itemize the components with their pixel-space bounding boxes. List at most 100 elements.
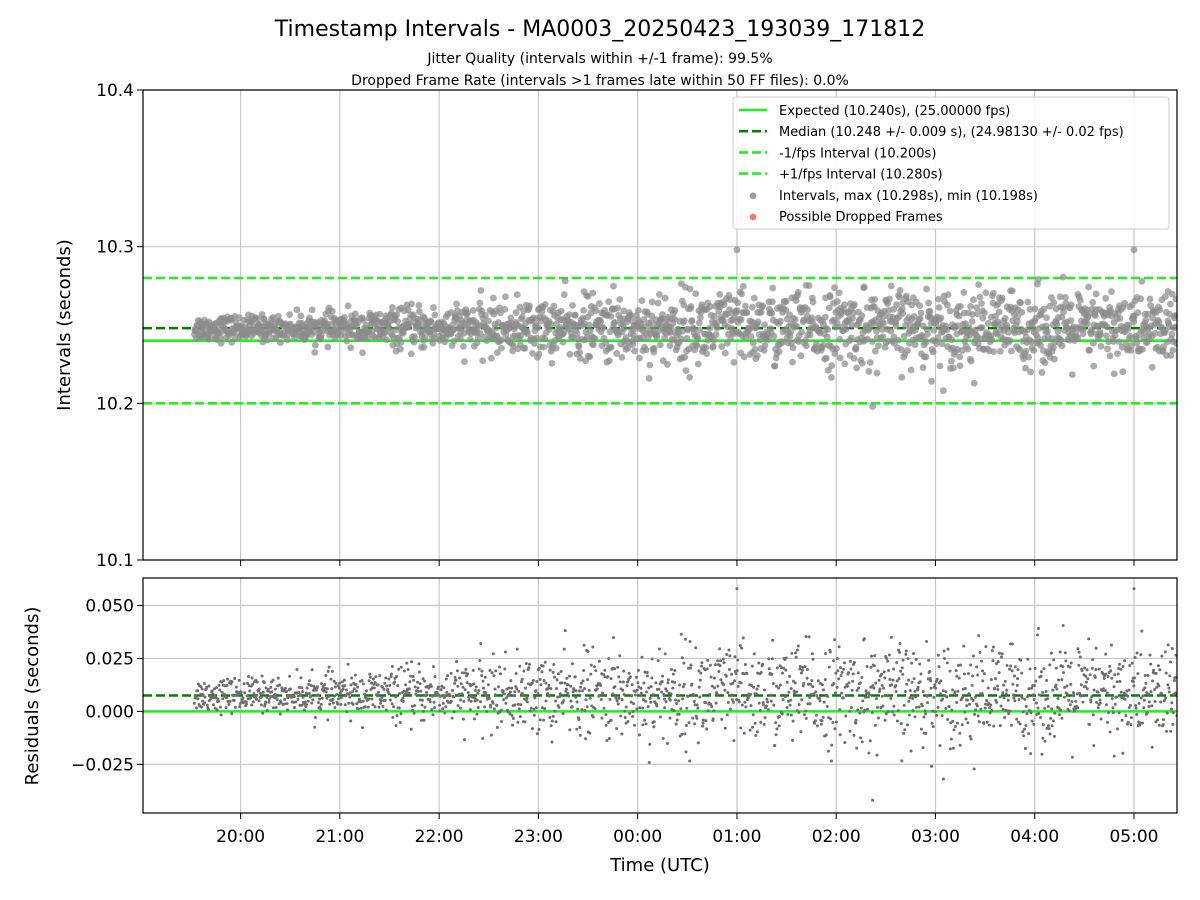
residual-point — [549, 724, 553, 728]
interval-point — [742, 333, 750, 341]
interval-point — [702, 344, 710, 351]
residual-point — [503, 667, 507, 671]
interval-point — [1025, 353, 1033, 361]
residual-point — [668, 698, 672, 702]
residual-point — [299, 693, 303, 697]
residual-point — [840, 691, 844, 695]
residual-point — [887, 668, 891, 672]
residual-point — [1053, 711, 1057, 715]
residual-point — [762, 722, 766, 726]
residual-point — [798, 667, 802, 671]
residual-point — [633, 693, 637, 697]
interval-point — [692, 290, 700, 298]
residual-point — [775, 666, 779, 670]
interval-point — [1168, 290, 1176, 298]
residual-point — [1126, 694, 1130, 698]
residuals-panel: −0.0250.0000.0250.050 20:00 21:00 22:00 23:… — [22, 577, 1178, 876]
residual-point — [730, 698, 734, 702]
interval-point — [946, 307, 954, 315]
residual-point — [1078, 655, 1082, 659]
interval-point — [754, 318, 762, 326]
residual-point — [723, 726, 727, 730]
residual-point — [1047, 727, 1051, 731]
residual-point — [1115, 695, 1119, 699]
interval-point — [602, 339, 610, 347]
interval-point — [873, 327, 880, 335]
residual-point — [467, 698, 471, 702]
interval-point — [410, 338, 418, 346]
residual-point — [1027, 708, 1031, 712]
interval-point — [1108, 288, 1115, 296]
interval-point — [661, 294, 669, 302]
residual-point — [749, 704, 753, 708]
residual-point — [481, 737, 485, 741]
residual-point — [405, 661, 409, 665]
interval-point — [1076, 296, 1084, 304]
residual-point — [1090, 666, 1094, 670]
residual-point — [516, 720, 520, 724]
interval-point — [934, 295, 942, 303]
residual-point — [886, 659, 890, 663]
residual-point — [458, 706, 462, 710]
residual-point — [345, 710, 349, 714]
residual-point — [566, 683, 570, 687]
residual-point — [831, 720, 835, 724]
residual-point — [757, 701, 761, 705]
residual-point — [574, 695, 578, 699]
y-tick-label: 0.050 — [85, 597, 134, 617]
residual-point — [686, 695, 690, 699]
interval-point — [682, 367, 690, 375]
residual-point — [569, 699, 573, 703]
residual-point — [665, 741, 669, 745]
residual-point — [570, 705, 574, 709]
residual-point — [621, 680, 625, 684]
residual-point — [348, 691, 352, 695]
interval-point — [768, 309, 776, 317]
interval-point — [706, 303, 714, 310]
interval-point — [833, 319, 841, 327]
residual-point — [988, 706, 992, 710]
residual-point — [302, 708, 306, 712]
residual-point — [646, 705, 650, 709]
residual-point — [1013, 699, 1017, 703]
residual-point — [967, 692, 971, 696]
residual-point — [631, 710, 635, 714]
residual-point — [339, 696, 343, 700]
residual-point — [1132, 676, 1136, 680]
residual-point — [330, 669, 334, 673]
residual-point — [854, 721, 858, 725]
residual-point — [313, 725, 317, 729]
residual-point — [852, 661, 856, 665]
residual-point — [1164, 696, 1168, 700]
residual-point — [613, 685, 617, 689]
interval-point — [879, 333, 887, 341]
residual-point — [1077, 663, 1081, 667]
interval-point — [568, 333, 576, 341]
residual-point — [354, 689, 358, 693]
residual-point — [677, 699, 681, 703]
residual-point — [1101, 672, 1105, 676]
interval-point — [775, 348, 783, 355]
residual-point — [222, 679, 226, 683]
residual-point — [742, 672, 746, 676]
interval-point — [974, 310, 982, 318]
residual-point — [740, 646, 744, 650]
residual-point — [683, 732, 687, 736]
residual-point — [696, 706, 700, 710]
interval-point — [453, 307, 461, 314]
residual-point — [445, 690, 449, 694]
residual-point — [425, 690, 429, 694]
residual-point — [644, 722, 648, 726]
residual-point — [806, 682, 810, 686]
residual-point — [987, 701, 991, 705]
residual-point — [785, 680, 789, 684]
residual-point — [492, 707, 496, 711]
residual-point — [340, 680, 344, 684]
interval-point — [866, 359, 874, 366]
residual-point — [638, 706, 642, 710]
interval-point — [850, 355, 858, 362]
residual-point — [215, 686, 219, 690]
interval-point — [582, 357, 590, 365]
residual-point — [466, 691, 470, 695]
residual-point — [217, 699, 221, 703]
